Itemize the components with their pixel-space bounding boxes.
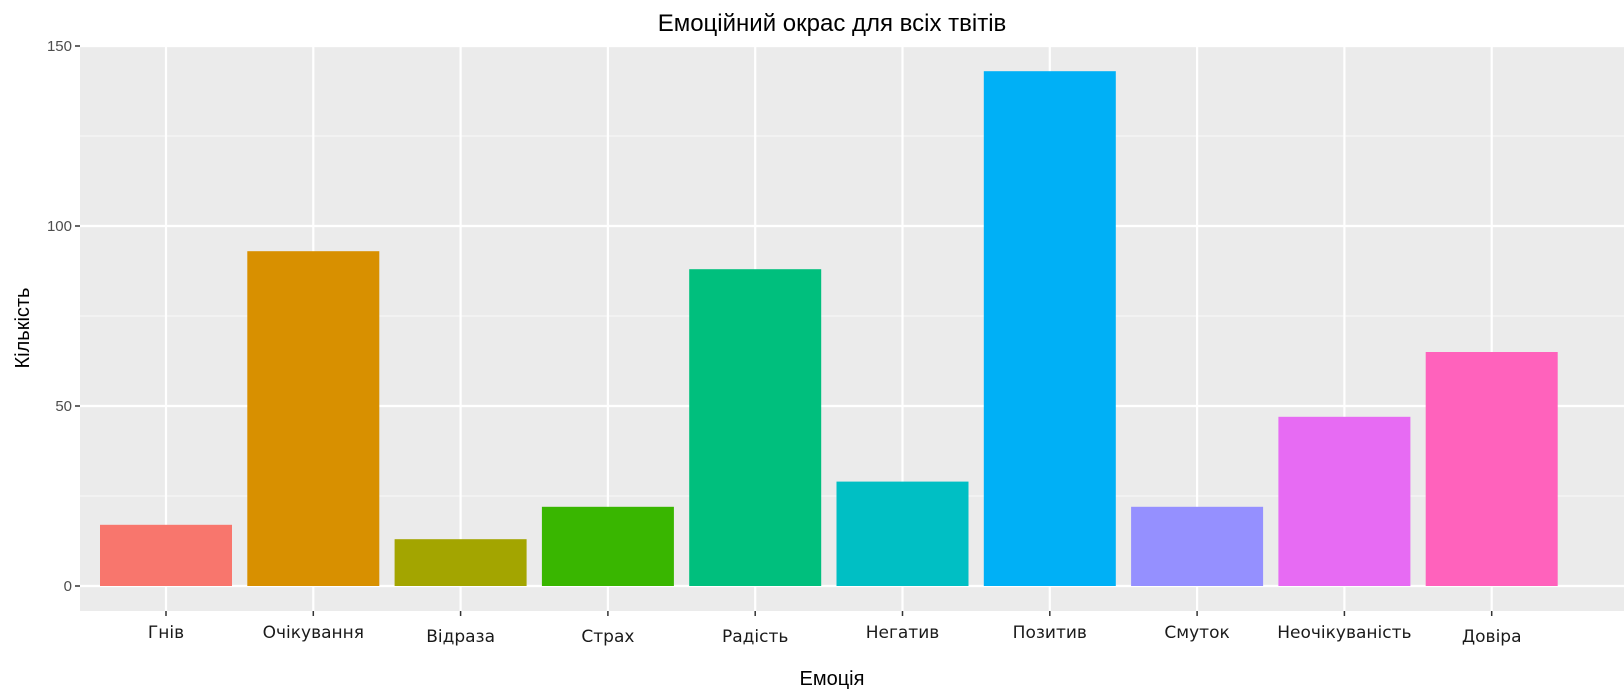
x-tick-label: Довіра: [1462, 627, 1522, 647]
bar-1: [100, 524, 232, 586]
bar-10: [1425, 352, 1558, 586]
y-tick-label: 0: [64, 578, 72, 595]
y-tick-label: 150: [47, 38, 72, 55]
x-tick-label: Гнів: [148, 623, 184, 643]
x-tick-label: Відраза: [426, 627, 495, 647]
x-tick-label: Негатив: [866, 623, 940, 643]
x-tick-label: Радість: [722, 627, 788, 647]
x-tick-label: Позитив: [1013, 623, 1087, 643]
bars: [100, 71, 1558, 586]
x-tick-label: Смуток: [1164, 623, 1229, 643]
bar-5: [689, 269, 822, 586]
x-tick-label: Страх: [581, 627, 634, 647]
bar-9: [1278, 416, 1411, 586]
y-tick-label: 100: [47, 218, 72, 235]
x-axis: Гнів Очікування Відраза Страх Радість Негатив…: [148, 611, 1522, 647]
chart-title: Емоційний окрас для всіх твітів: [658, 10, 1007, 37]
y-axis: 0 50 100 150: [47, 38, 80, 595]
bar-3: [394, 539, 527, 586]
bar-4: [541, 506, 674, 586]
bar-8: [1131, 506, 1264, 586]
x-tick-label: Очікування: [263, 623, 364, 643]
bar-7: [983, 71, 1116, 586]
bar-6: [836, 481, 969, 586]
x-axis-title: Емоція: [800, 668, 865, 690]
x-tick-label: Неочікуваність: [1277, 623, 1411, 643]
y-axis-title: Кількість: [12, 288, 34, 369]
bar-2: [247, 251, 380, 586]
y-tick-label: 50: [55, 398, 72, 415]
